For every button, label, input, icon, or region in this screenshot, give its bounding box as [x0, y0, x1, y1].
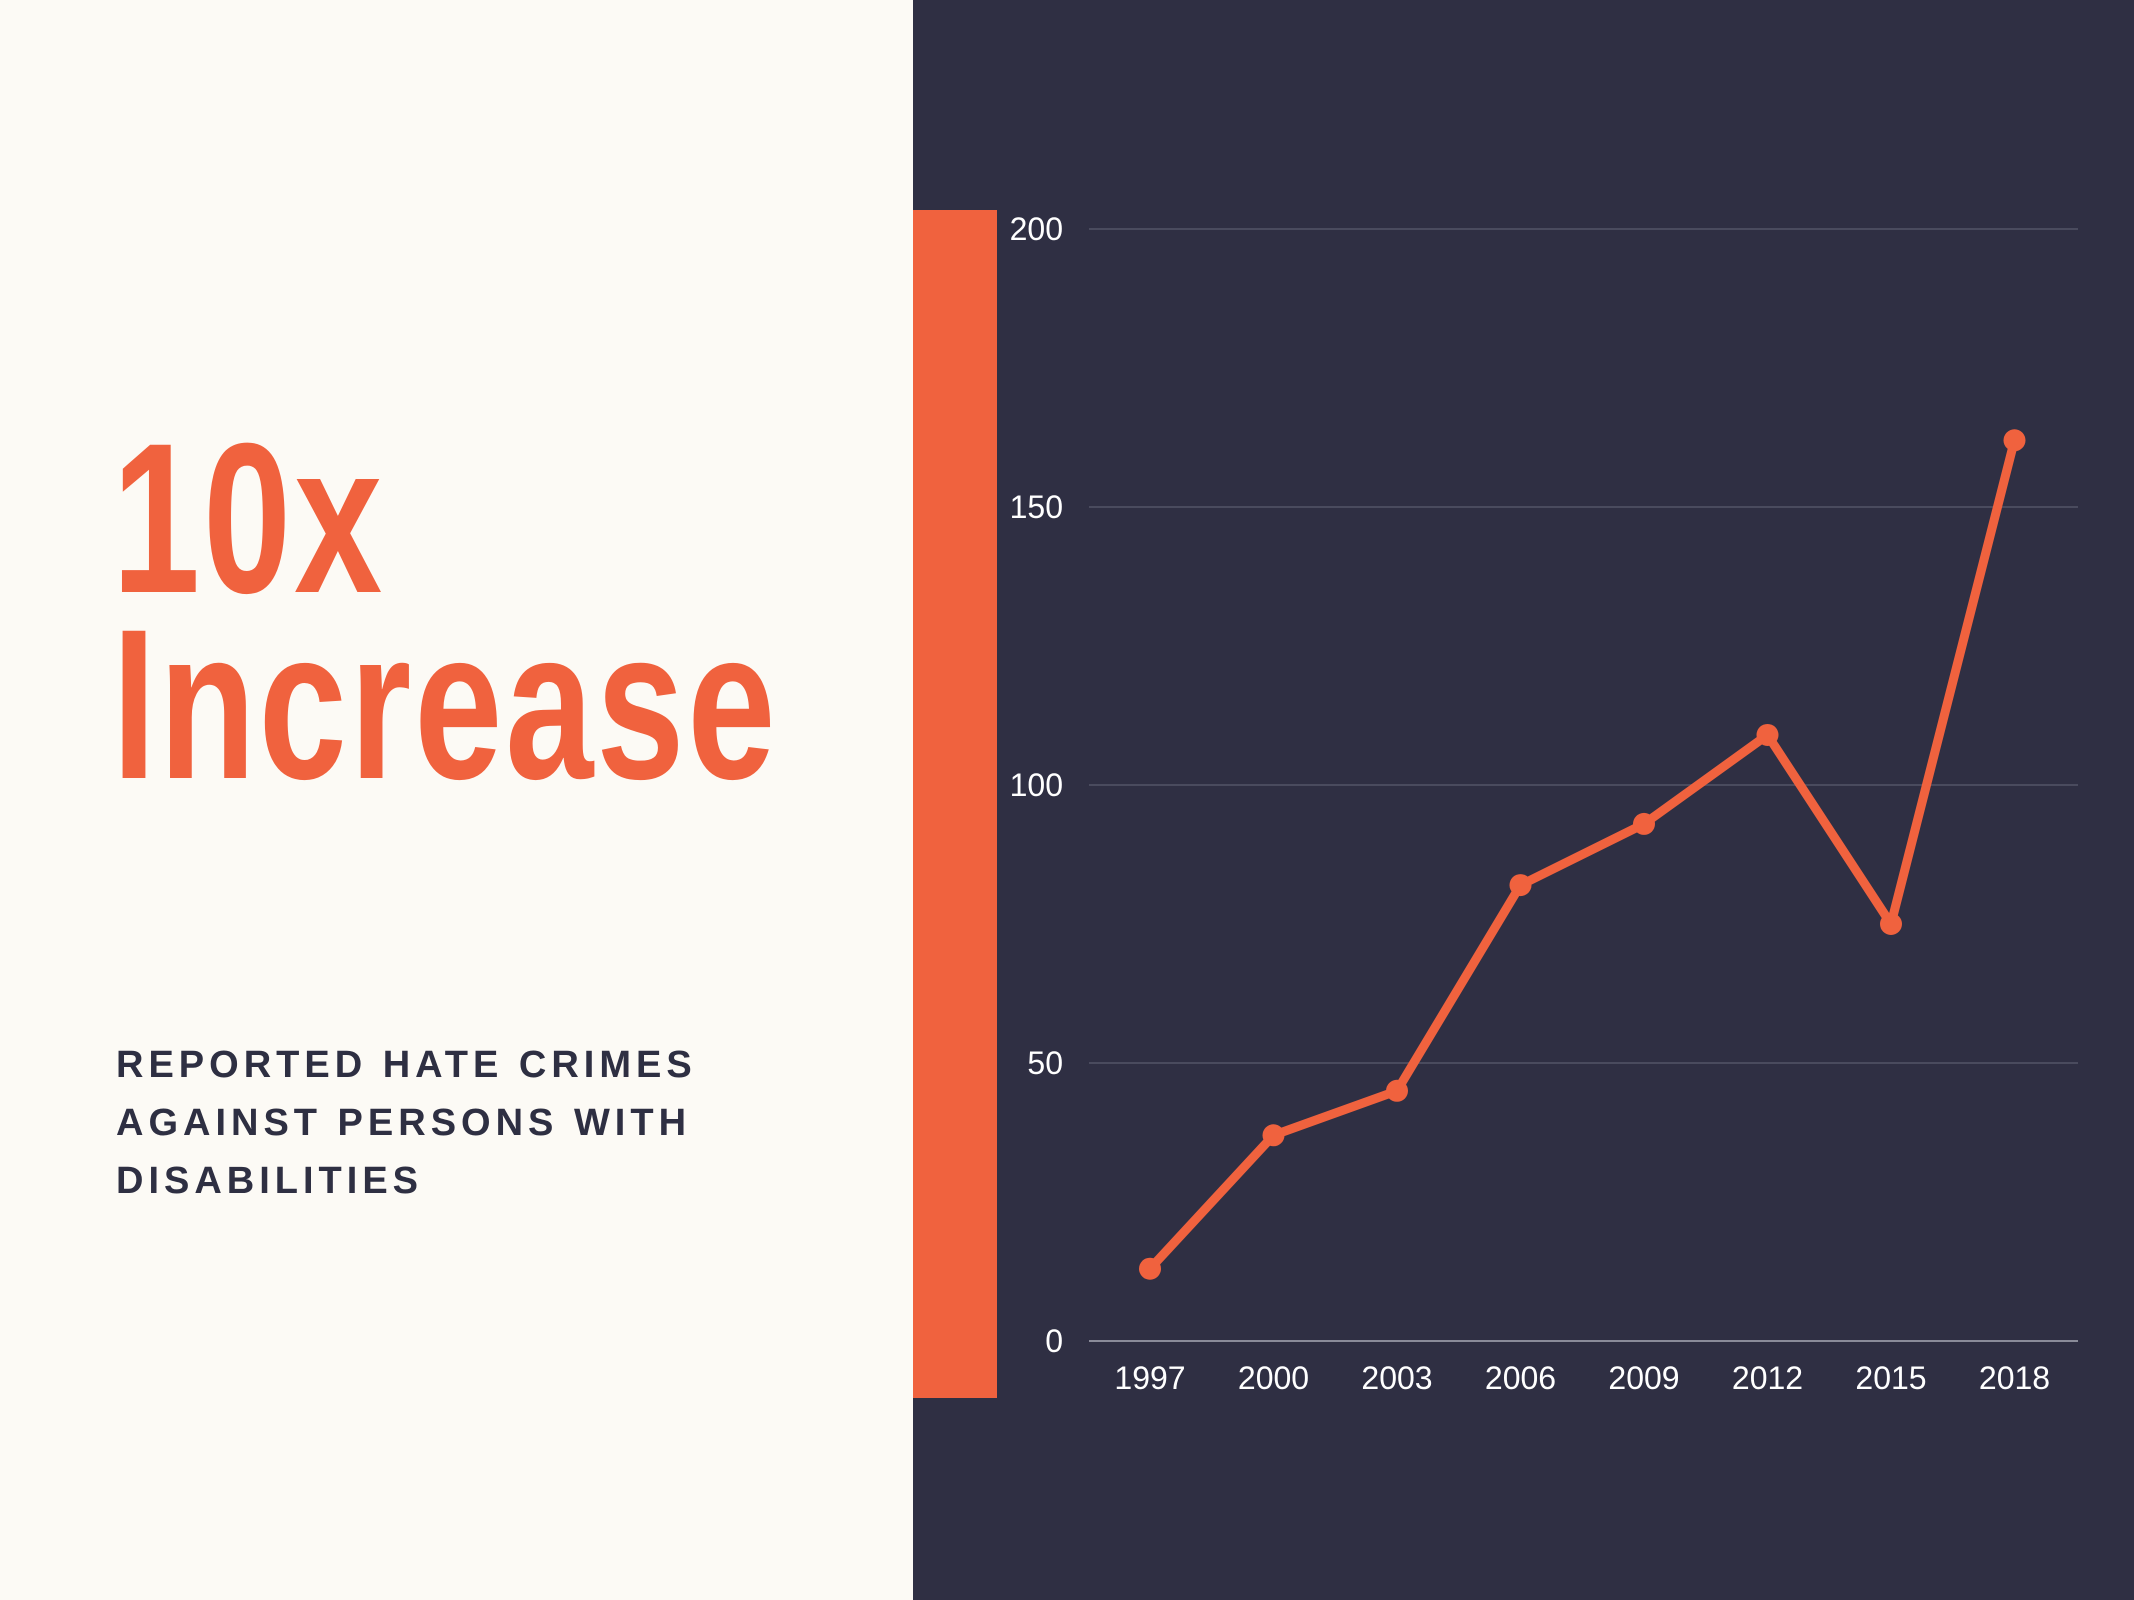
x-tick-label: 2018	[1979, 1360, 2050, 1396]
series-line	[1145, 435, 2019, 1274]
data-point	[1756, 723, 1779, 746]
chart-panel	[913, 0, 2134, 1600]
data-point	[1139, 1257, 1161, 1280]
subtitle: REPORTED HATE CRIMES AGAINST PERSONS WIT…	[116, 1044, 697, 1202]
y-tick-label: 100	[1010, 767, 1063, 803]
x-tick-label: 2006	[1485, 1360, 1556, 1396]
data-point	[1633, 812, 1655, 835]
left-panel	[0, 0, 913, 1600]
data-point	[1262, 1124, 1285, 1147]
x-tick-label: 1997	[1114, 1360, 1185, 1396]
accent-bar	[913, 210, 997, 1398]
x-tick-label: 2009	[1608, 1360, 1679, 1396]
data-point	[2003, 429, 2026, 452]
y-tick-label: 200	[1010, 211, 1063, 247]
x-tick-label: 2015	[1855, 1360, 1926, 1396]
y-tick-label: 0	[1045, 1323, 1063, 1359]
data-point	[1880, 913, 1902, 935]
headline-word: Increase	[112, 585, 779, 824]
data-point	[1509, 874, 1532, 897]
data-point	[1386, 1079, 1408, 1102]
x-tick-label: 2012	[1732, 1360, 1803, 1396]
x-tick-label: 2003	[1361, 1360, 1432, 1396]
headline-multiplier: 10x	[112, 399, 386, 638]
y-tick-label: 150	[1010, 489, 1063, 525]
x-tick-label: 2000	[1238, 1360, 1309, 1396]
y-tick-label: 50	[1027, 1045, 1063, 1081]
